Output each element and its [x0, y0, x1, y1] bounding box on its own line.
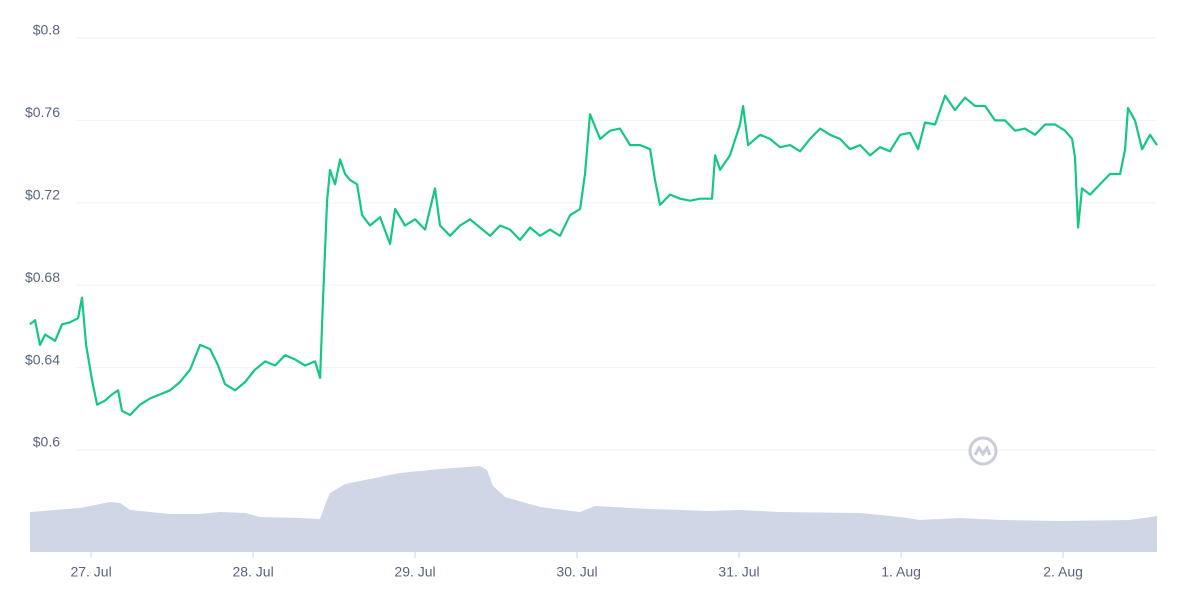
y-tick-label: $0.76	[25, 104, 60, 120]
y-tick-label: $0.8	[33, 22, 60, 38]
volume-area	[30, 466, 1157, 552]
x-tick-label: 1. Aug	[881, 564, 921, 580]
y-tick-label: $0.68	[25, 269, 60, 285]
x-tick-label: 31. Jul	[718, 564, 759, 580]
price-line	[29, 94, 1158, 417]
x-tick-label: 27. Jul	[70, 564, 111, 580]
y-tick-label: $0.6	[33, 434, 60, 450]
plot: $0.6 $0.64 $0.68 $0.72 $0.76 $0.8 27. Jul 28. J…	[25, 22, 1158, 580]
y-tick-label: $0.72	[25, 187, 60, 203]
x-tick-label: 29. Jul	[394, 564, 435, 580]
x-tick-label: 2. Aug	[1043, 564, 1083, 580]
y-tick-label: $0.64	[25, 351, 60, 367]
x-tick-label: 28. Jul	[232, 564, 273, 580]
x-tick-label: 30. Jul	[556, 564, 597, 580]
watermark-logo	[968, 436, 998, 466]
